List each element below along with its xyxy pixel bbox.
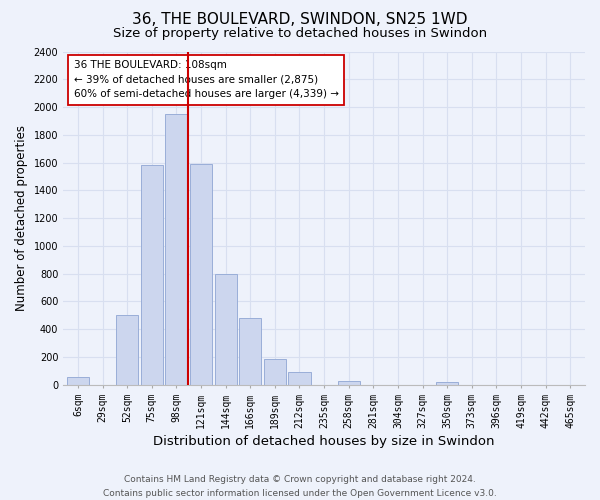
Bar [190,164,212,384]
Y-axis label: Number of detached properties: Number of detached properties [15,125,28,311]
Text: 36 THE BOULEVARD: 108sqm
← 39% of detached houses are smaller (2,875)
60% of sem: 36 THE BOULEVARD: 108sqm ← 39% of detach… [74,60,338,100]
Bar [141,166,163,384]
Text: Size of property relative to detached houses in Swindon: Size of property relative to detached ho… [113,28,487,40]
Bar [67,377,89,384]
Bar [264,359,286,384]
X-axis label: Distribution of detached houses by size in Swindon: Distribution of detached houses by size … [154,434,495,448]
Bar [239,318,262,384]
Bar [215,274,237,384]
Bar [338,380,360,384]
Bar [116,316,138,384]
Bar [436,382,458,384]
Bar [289,372,311,384]
Text: 36, THE BOULEVARD, SWINDON, SN25 1WD: 36, THE BOULEVARD, SWINDON, SN25 1WD [132,12,468,28]
Text: Contains HM Land Registry data © Crown copyright and database right 2024.
Contai: Contains HM Land Registry data © Crown c… [103,476,497,498]
Bar [166,114,187,384]
